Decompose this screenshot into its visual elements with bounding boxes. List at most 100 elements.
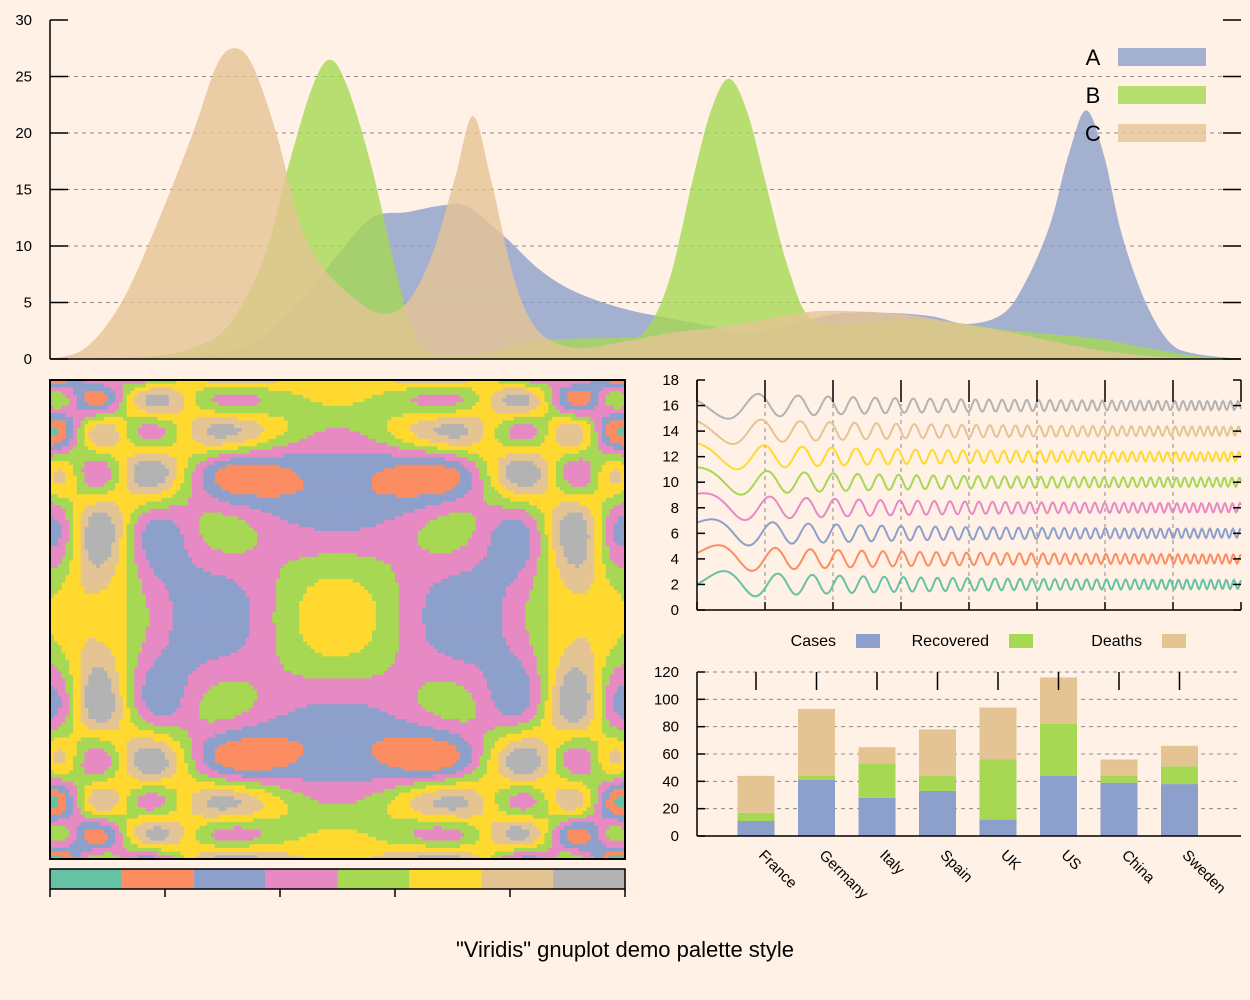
heatmap-cell bbox=[494, 380, 499, 385]
heatmap-cell bbox=[502, 468, 507, 473]
heatmap-cell bbox=[345, 420, 350, 425]
heatmap-cell bbox=[260, 453, 266, 458]
heatmap-cell bbox=[145, 387, 151, 392]
heatmap-cell bbox=[586, 461, 591, 466]
heatmap-cell bbox=[153, 453, 158, 458]
heatmap-cell bbox=[130, 494, 135, 499]
heatmap-cell bbox=[529, 464, 534, 469]
heatmap-cell bbox=[268, 380, 273, 385]
heatmap-cell bbox=[479, 497, 484, 502]
heatmap-cell bbox=[195, 427, 200, 432]
heatmap-cell bbox=[50, 442, 55, 447]
heatmap-cell bbox=[310, 497, 315, 502]
heatmap-cell bbox=[387, 479, 392, 484]
heatmap-cell bbox=[283, 479, 289, 484]
heatmap-cell bbox=[264, 450, 269, 455]
heatmap-cell bbox=[134, 472, 139, 477]
heatmap-cell bbox=[306, 427, 312, 432]
heatmap-cell bbox=[621, 468, 625, 473]
heatmap-cell bbox=[429, 438, 434, 444]
heatmap-cell bbox=[103, 402, 108, 407]
heatmap-cell bbox=[119, 486, 124, 491]
heatmap-cell bbox=[295, 486, 300, 491]
heatmap-cell bbox=[575, 442, 580, 447]
heatmap-cell bbox=[579, 424, 584, 429]
heatmap-cell bbox=[372, 416, 377, 421]
heatmap-cell bbox=[264, 416, 269, 421]
heatmap-cell bbox=[471, 391, 476, 396]
heatmap-cell bbox=[280, 464, 285, 469]
heatmap-cell bbox=[552, 435, 557, 440]
heatmap-cell bbox=[372, 453, 377, 458]
heatmap-cell bbox=[172, 475, 177, 480]
heatmap-cell bbox=[360, 446, 365, 451]
heatmap-cell bbox=[195, 494, 200, 499]
heatmap-cell bbox=[341, 398, 346, 403]
heatmap-cell bbox=[103, 427, 108, 432]
heatmap-cell bbox=[521, 402, 526, 407]
heatmap-cell bbox=[184, 438, 189, 444]
heatmap-cell bbox=[303, 413, 308, 418]
heatmap-cell bbox=[460, 409, 465, 414]
heatmap-cell bbox=[53, 486, 59, 491]
heatmap-cell bbox=[276, 494, 281, 499]
heatmap-cell bbox=[375, 398, 381, 403]
heatmap-cell bbox=[172, 420, 177, 425]
heatmap-cell bbox=[483, 457, 488, 462]
heatmap-cell bbox=[234, 438, 239, 444]
heatmap-cell bbox=[253, 413, 258, 418]
heatmap-cell bbox=[590, 383, 595, 388]
heatmap-cell bbox=[490, 453, 496, 458]
heatmap-cell bbox=[502, 442, 507, 447]
heatmap-cell bbox=[418, 442, 423, 447]
heatmap-cell bbox=[165, 468, 170, 473]
heatmap-cell bbox=[605, 446, 611, 451]
heatmap-cell bbox=[383, 420, 388, 425]
heatmap-cell bbox=[421, 420, 427, 425]
heatmap-cell bbox=[379, 380, 384, 385]
heatmap-cell bbox=[214, 405, 220, 410]
heatmap-cell bbox=[559, 431, 565, 436]
heatmap-cell bbox=[88, 416, 93, 421]
heatmap-cell bbox=[387, 464, 392, 469]
heatmap-cell bbox=[84, 416, 89, 421]
heatmap-cell bbox=[268, 483, 273, 488]
heatmap-cell bbox=[276, 431, 281, 436]
heatmap-cell bbox=[567, 394, 572, 399]
heatmap-cell bbox=[368, 394, 373, 399]
heatmap-cell bbox=[471, 394, 476, 399]
heatmap-cell bbox=[88, 497, 93, 502]
heatmap-cell bbox=[280, 409, 285, 414]
heatmap-cell bbox=[582, 387, 588, 392]
heatmap-cell bbox=[567, 464, 572, 469]
heatmap-cell bbox=[425, 442, 430, 447]
heatmap-cell bbox=[310, 464, 315, 469]
heatmap-cell bbox=[437, 483, 442, 488]
heatmap-cell bbox=[548, 391, 553, 396]
heatmap-cell bbox=[92, 486, 97, 491]
heatmap-cell bbox=[517, 486, 522, 491]
heatmap-cell bbox=[310, 391, 315, 396]
heatmap-cell bbox=[437, 431, 442, 436]
heatmap-cell bbox=[467, 442, 473, 447]
heatmap-cell bbox=[73, 405, 78, 410]
heatmap-cell bbox=[73, 501, 78, 506]
heatmap-cell bbox=[314, 380, 319, 385]
heatmap-cell bbox=[437, 424, 442, 429]
heatmap-cell bbox=[168, 479, 174, 484]
heatmap-cell bbox=[602, 446, 607, 451]
heatmap-cell bbox=[475, 398, 480, 403]
heatmap-cell bbox=[613, 402, 618, 407]
heatmap-cell bbox=[199, 413, 204, 418]
heatmap-cell bbox=[57, 461, 62, 466]
heatmap-cell bbox=[575, 464, 580, 469]
heatmap-cell bbox=[283, 483, 289, 488]
heatmap-cell bbox=[134, 413, 139, 418]
heatmap-cell bbox=[609, 402, 614, 407]
heatmap-cell bbox=[345, 497, 350, 502]
heatmap-cell bbox=[471, 383, 476, 388]
heatmap-cell bbox=[425, 494, 430, 499]
heatmap-cell bbox=[421, 380, 427, 385]
heatmap-cell bbox=[230, 472, 235, 477]
heatmap-cell bbox=[111, 398, 116, 403]
